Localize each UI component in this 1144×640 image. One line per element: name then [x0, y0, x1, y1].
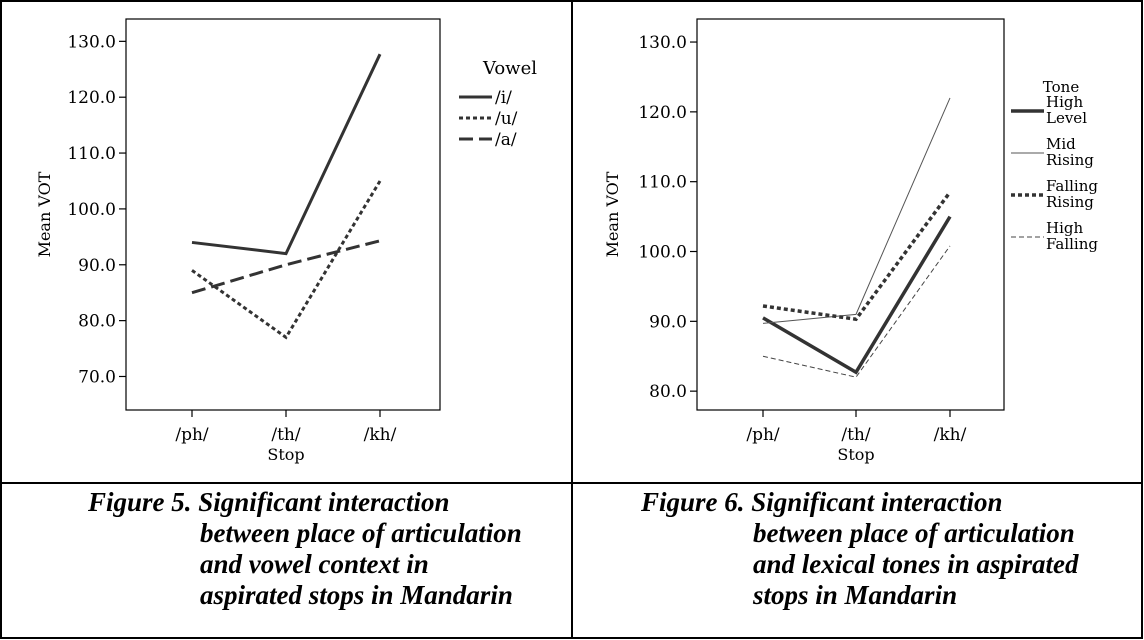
legend-label-line: Falling [1046, 235, 1098, 253]
legend-label-line: High [1046, 219, 1083, 237]
x-tick-label: /kh/ [934, 425, 967, 445]
caption-line: and vowel context in [200, 549, 429, 579]
caption-line: stops in Mandarin [753, 580, 958, 610]
legend-label: High Level [1046, 93, 1087, 127]
legend-label: High Falling [1046, 219, 1098, 253]
y-tick-label: 100.0 [67, 200, 116, 220]
legend-label: Falling Rising [1046, 177, 1098, 211]
series-line [191, 53, 382, 256]
x-tick-label: /th/ [271, 425, 301, 445]
legend-label-line: Rising [1046, 193, 1094, 211]
plot-area-frame [696, 18, 1005, 411]
caption-line: Figure 5. Significant interaction [88, 487, 450, 517]
y-tick-label: 120.0 [638, 103, 687, 123]
legend-title: Tone [1043, 78, 1080, 96]
x-axis-label: Stop [267, 445, 304, 464]
y-tick-label: 90.0 [649, 312, 687, 332]
figure-5-caption: Figure 5. Significant interaction betwee… [88, 487, 522, 611]
legend-label: Mid Rising [1046, 135, 1094, 169]
x-tick-label: /kh/ [364, 425, 397, 445]
y-axis-label: Mean VOT [603, 171, 622, 257]
y-tick-label: 110.0 [67, 144, 116, 164]
series-line [762, 245, 951, 378]
legend-label: /u/ [495, 109, 518, 129]
caption-line: between place of articulation [753, 518, 1075, 548]
x-tick-label: /ph/ [746, 425, 780, 445]
legend-title: Vowel [482, 58, 537, 79]
legend-label-line: Falling [1046, 177, 1098, 195]
y-axis-label: Mean VOT [35, 171, 54, 257]
legend-label-line: Rising [1046, 151, 1094, 169]
x-tick-label: /th/ [841, 425, 871, 445]
caption-line: and lexical tones in aspirated [753, 549, 1079, 579]
figure-6-caption: Figure 6. Significant interaction betwee… [641, 487, 1079, 611]
y-tick-label: 70.0 [78, 367, 116, 387]
legend-label: /a/ [495, 130, 517, 150]
plot-area-frame [125, 18, 441, 411]
y-tick-label: 130.0 [638, 33, 687, 53]
legend-label-line: Level [1046, 109, 1087, 127]
caption-line: Figure 6. Significant interaction [641, 487, 1003, 517]
legend-label-line: /i/ [495, 88, 512, 108]
y-tick-label: 120.0 [67, 88, 116, 108]
y-tick-label: 110.0 [638, 173, 687, 193]
series-line [762, 97, 951, 324]
caption-line: between place of articulation [200, 518, 522, 548]
chart-vowel-interaction: 70.0 80.0 90.0 100.0 110.0 120.0 130.0/ph/ /th/… [35, 18, 537, 464]
y-tick-label: 90.0 [78, 256, 116, 276]
legend-label-line: Mid [1046, 135, 1076, 153]
y-tick-label: 80.0 [649, 382, 687, 402]
caption-line: aspirated stops in Mandarin [200, 580, 513, 610]
x-axis-label: Stop [837, 445, 874, 464]
legend-label-line: High [1046, 93, 1083, 111]
series-line [762, 215, 952, 375]
x-tick-label: /ph/ [175, 425, 209, 445]
legend-label-line: /a/ [495, 130, 517, 150]
y-tick-label: 100.0 [638, 243, 687, 263]
series-line [762, 191, 952, 322]
series-line [191, 239, 381, 295]
y-tick-label: 80.0 [78, 312, 116, 332]
chart-tone-interaction: 80.0 90.0 100.0 110.0 120.0 130.0/ph/ /th/ /kh/… [603, 18, 1098, 464]
y-tick-label: 130.0 [67, 32, 116, 52]
series-line [191, 180, 382, 340]
legend-label-line: /u/ [495, 109, 518, 129]
legend-label: /i/ [495, 88, 512, 108]
